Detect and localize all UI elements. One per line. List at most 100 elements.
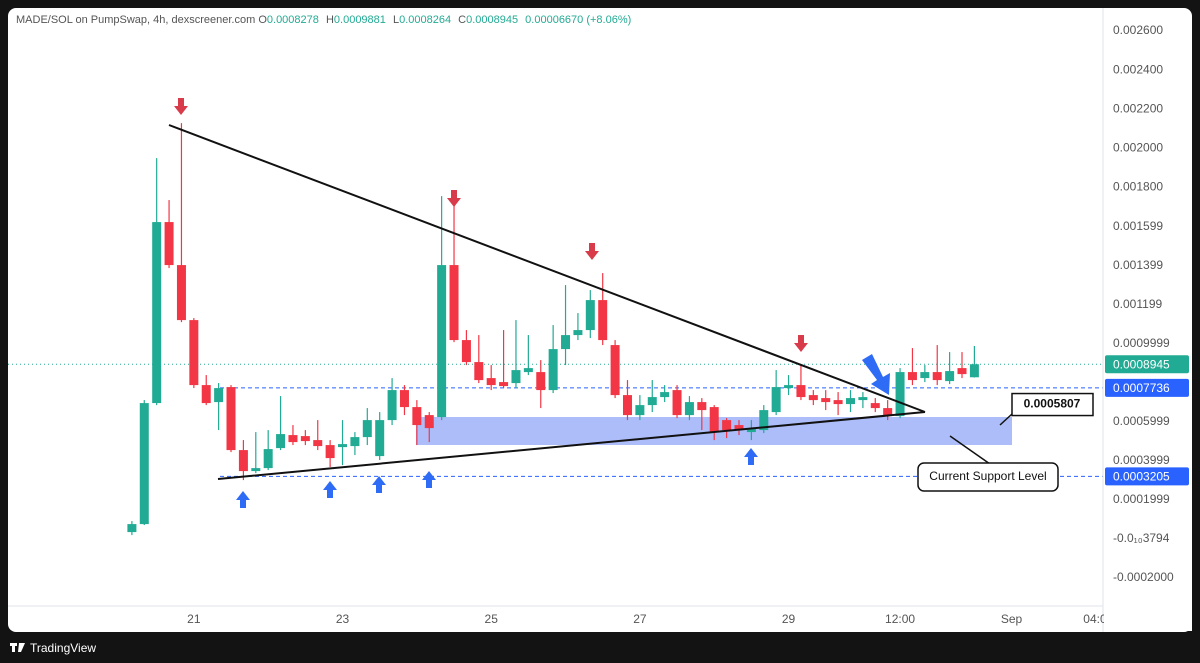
candle-body (127, 524, 137, 533)
candle-body (375, 420, 385, 457)
candle-body (561, 335, 571, 350)
y-tick-label: 0.001800 (1113, 180, 1163, 194)
change: 0.00006670 (+8.06%) (525, 14, 632, 26)
candle-body (734, 425, 744, 431)
candles (127, 123, 979, 536)
price-badges: 0.0008945 0.0007736 0.0003205 (1105, 355, 1189, 486)
candle-body (362, 420, 372, 438)
callout-pointer (999, 413, 1013, 426)
candle-body (796, 385, 806, 398)
candle-body (486, 378, 496, 386)
logo-part (18, 643, 25, 652)
logo-part (12, 643, 15, 652)
ohlc-key: O (258, 14, 267, 26)
candle-body (263, 449, 273, 469)
ohlc-key: L (392, 14, 400, 26)
price-scale-mask (1104, 609, 1192, 631)
candle-body (722, 420, 732, 431)
down-arrows (174, 98, 808, 352)
y-tick-label: 0.0001999 (1113, 492, 1170, 506)
y-tick-label: 0.001399 (1113, 258, 1163, 272)
candle-body (300, 436, 310, 442)
ohlc-key: C (458, 14, 467, 26)
logo (10, 643, 25, 652)
candle-body (424, 415, 434, 429)
y-tick-label: 0.001599 (1113, 219, 1163, 233)
x-tick-label: 21 (187, 612, 201, 626)
annotation-pointer (949, 435, 991, 465)
trendline (217, 411, 926, 480)
x-tick-label: 27 (633, 612, 647, 626)
ohlc-value: 0.0008278 (266, 14, 319, 26)
arrow (372, 476, 386, 493)
overlay: 0.0005807 (1011, 392, 1094, 417)
candle-body (660, 392, 670, 398)
candle-body (387, 390, 397, 421)
candle-body (808, 395, 818, 401)
candle-body (461, 340, 471, 363)
x-tick-label: 23 (336, 612, 350, 626)
candle-body (920, 372, 930, 379)
price-line-label: 0.0007736 (1113, 381, 1170, 395)
ohlc-value: 0.0008945 (466, 14, 519, 26)
x-tick-labels: 21 23 25 27 29 12:00 Sep 04:00 (187, 612, 1113, 626)
candle-body (399, 390, 409, 408)
candle-body (585, 300, 595, 331)
candle-body (164, 222, 174, 266)
current-price-badge (1105, 355, 1189, 374)
x-tick-label: 12:00 (885, 612, 915, 626)
y-tick-label: 0.002000 (1113, 140, 1163, 154)
y-tick-label: 0.002200 (1113, 101, 1163, 115)
candle-body (313, 440, 323, 447)
candle-body (499, 382, 509, 387)
callout-label: 0.0005807 (1024, 397, 1081, 411)
y-tick-label: 0.002400 (1113, 62, 1163, 76)
candle-body (845, 398, 855, 405)
candle-body (412, 407, 422, 426)
candle-body (771, 387, 781, 413)
trendline (168, 124, 926, 413)
candle-body (858, 397, 868, 401)
candle-body (288, 435, 298, 443)
price-line-badge (1105, 467, 1189, 486)
candle-body (449, 265, 459, 341)
candle-body (635, 405, 645, 416)
header: MADE/SOL on PumpSwap, 4h, dexscreener.co… (16, 14, 635, 26)
candle-body (672, 390, 682, 416)
arrow (236, 491, 250, 508)
arrow (862, 354, 890, 395)
footer: TradingView (30, 641, 97, 655)
y-tick-label: 0.001199 (1113, 297, 1162, 311)
candle-body (883, 408, 893, 417)
plot: Current Support Level 0.0005807 (8, 98, 1103, 536)
arrow (744, 448, 758, 465)
y-tick-label: 0.0003999 (1113, 453, 1170, 467)
candle-body (622, 395, 632, 416)
ohlc-value: 0.0009881 (333, 14, 386, 26)
x-tick-label: Sep (1001, 612, 1023, 626)
candle-body (152, 222, 162, 404)
price-line-label: 0.0003205 (1113, 470, 1170, 484)
candle-body (350, 437, 360, 447)
candle-body (276, 434, 286, 449)
up-arrows (236, 354, 890, 508)
arrow (447, 190, 461, 207)
candle-body (338, 444, 348, 448)
price-line-badge (1105, 378, 1189, 397)
candle-body (957, 368, 967, 375)
candle-body (870, 403, 880, 409)
candle-body (201, 385, 211, 404)
candle-body (251, 468, 261, 472)
candle-body (548, 349, 558, 391)
ohlc-key: H (325, 14, 334, 26)
candle-body (214, 388, 224, 403)
candle-body (932, 372, 942, 381)
annotation-box (917, 462, 1059, 492)
candle-body (176, 265, 186, 321)
candle-body (226, 387, 236, 451)
candle-body (523, 368, 533, 373)
y-tick-label: -0.0002000 (1113, 570, 1174, 584)
current-price-label: 0.0008945 (1113, 357, 1170, 371)
callout-box (1011, 392, 1094, 417)
